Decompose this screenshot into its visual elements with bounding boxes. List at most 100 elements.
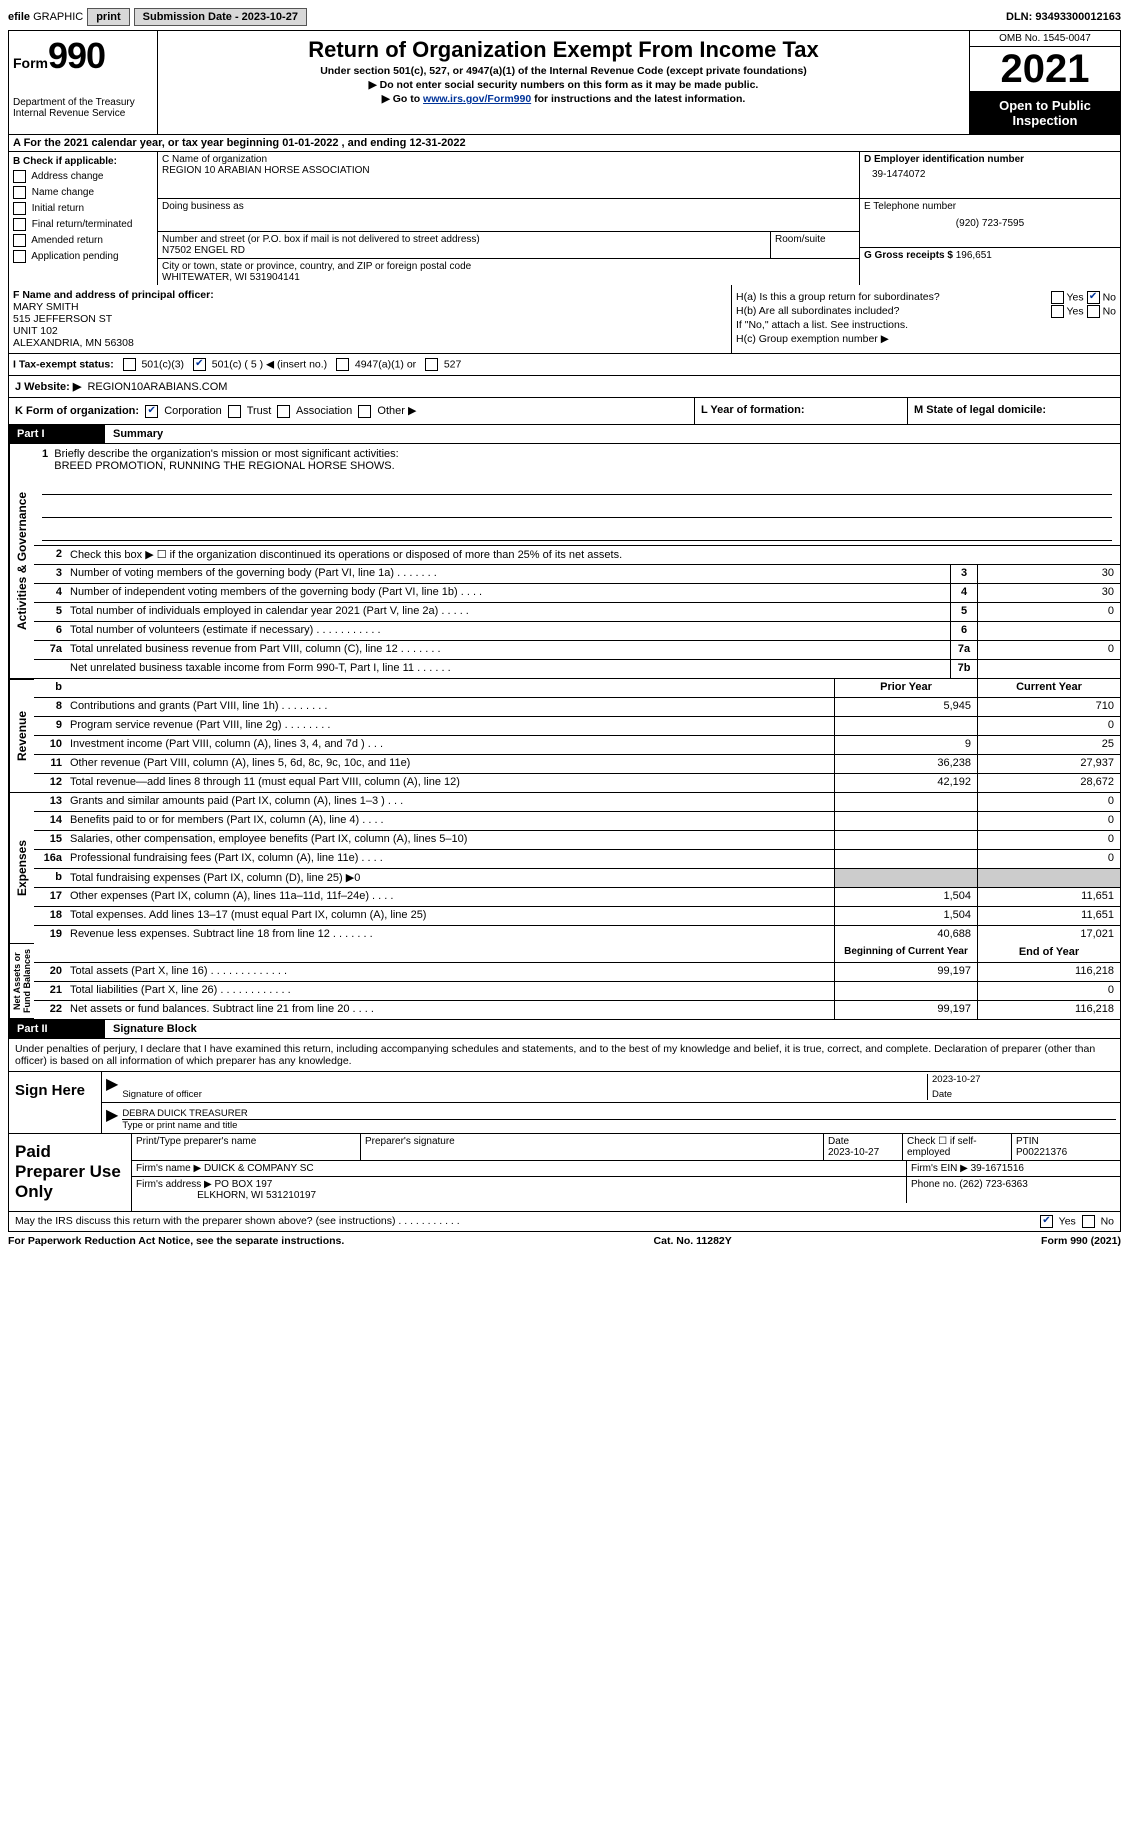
- paid-preparer-section: Paid Preparer Use Only Print/Type prepar…: [9, 1133, 1120, 1211]
- room-suite-label: Room/suite: [771, 232, 859, 258]
- part1-header: Part I Summary: [8, 425, 1121, 444]
- colb-option[interactable]: Initial return: [13, 202, 153, 215]
- sign-here-label: Sign Here: [9, 1072, 102, 1133]
- summary-line: 12Total revenue—add lines 8 through 11 (…: [34, 773, 1120, 792]
- hc-row: H(c) Group exemption number ▶: [736, 333, 1116, 345]
- summary-line: 8Contributions and grants (Part VIII, li…: [34, 697, 1120, 716]
- summary-line: 13Grants and similar amounts paid (Part …: [34, 792, 1120, 811]
- hb-no-checkbox[interactable]: [1087, 305, 1100, 318]
- section-fh: F Name and address of principal officer:…: [8, 285, 1121, 354]
- corp-checkbox[interactable]: [145, 405, 158, 418]
- summary-line: 5Total number of individuals employed in…: [34, 602, 1120, 621]
- summary-line: 18Total expenses. Add lines 13–17 (must …: [34, 906, 1120, 925]
- 501c-checkbox[interactable]: [193, 358, 206, 371]
- ha-no-checkbox[interactable]: [1087, 291, 1100, 304]
- omb-number: OMB No. 1545-0047: [970, 31, 1120, 47]
- section-bcd: B Check if applicable: Address change Na…: [8, 152, 1121, 285]
- summary-line: 21Total liabilities (Part X, line 26) . …: [34, 981, 1120, 1000]
- colb-option[interactable]: Address change: [13, 170, 153, 183]
- hb-note: If "No," attach a list. See instructions…: [736, 319, 1116, 331]
- 4947-checkbox[interactable]: [336, 358, 349, 371]
- hb-yes-checkbox[interactable]: [1051, 305, 1064, 318]
- self-employed-check[interactable]: Check ☐ if self-employed: [903, 1134, 1012, 1160]
- arrow-icon: ▶: [106, 1074, 118, 1100]
- subtitle-2: ▶ Do not enter social security numbers o…: [162, 79, 965, 91]
- colb-option[interactable]: Amended return: [13, 234, 153, 247]
- rev-header-row: Revenue b Prior Year Current Year 8Contr…: [8, 679, 1121, 792]
- rev-tab: Revenue: [9, 679, 34, 792]
- street-label: Number and street (or P.O. box if mail i…: [162, 234, 766, 245]
- officer-label: F Name and address of principal officer:: [13, 289, 214, 301]
- print-button[interactable]: print: [87, 8, 129, 26]
- summary-line: Net unrelated business taxable income fr…: [34, 659, 1120, 678]
- firm-addr1: PO BOX 197: [215, 1179, 273, 1190]
- irs-link[interactable]: www.irs.gov/Form990: [423, 93, 531, 105]
- dln: DLN: 93493300012163: [1006, 11, 1121, 23]
- firm-phone: (262) 723-6363: [959, 1179, 1027, 1190]
- website-value: REGION10ARABIANS.COM: [87, 381, 227, 393]
- ptin-value: P00221376: [1016, 1147, 1067, 1158]
- summary-line: 22Net assets or fund balances. Subtract …: [34, 1000, 1120, 1019]
- officer-name: MARY SMITH: [13, 301, 79, 313]
- net-section: Net Assets or Fund Balances Beginning of…: [8, 944, 1121, 1020]
- assoc-checkbox[interactable]: [277, 405, 290, 418]
- exp-tab: Expenses: [9, 792, 34, 944]
- trust-checkbox[interactable]: [228, 405, 241, 418]
- hb-row: H(b) Are all subordinates included? Yes …: [736, 305, 1116, 317]
- org-name-label: C Name of organization: [162, 154, 855, 165]
- colb-option[interactable]: Name change: [13, 186, 153, 199]
- city-state-zip: WHITEWATER, WI 531904141: [162, 272, 855, 283]
- summary-line: 16aProfessional fundraising fees (Part I…: [34, 849, 1120, 868]
- current-year-header: Current Year: [977, 679, 1120, 697]
- mission-text: BREED PROMOTION, RUNNING THE REGIONAL HO…: [54, 460, 394, 472]
- end-year-header: End of Year: [977, 944, 1120, 962]
- section-i: I Tax-exempt status: 501(c)(3) 501(c) ( …: [8, 354, 1121, 376]
- net-tab: Net Assets or Fund Balances: [9, 944, 34, 1019]
- discuss-no-checkbox[interactable]: [1082, 1215, 1095, 1228]
- open-to-public: Open to Public Inspection: [970, 92, 1120, 134]
- arrow-icon: ▶: [106, 1105, 118, 1131]
- summary-line: 20Total assets (Part X, line 16) . . . .…: [34, 962, 1120, 981]
- form-title: Return of Organization Exempt From Incom…: [162, 37, 965, 63]
- firm-name: DUICK & COMPANY SC: [204, 1163, 314, 1174]
- officer-addr2: UNIT 102: [13, 325, 58, 337]
- prior-year-header: Prior Year: [834, 679, 977, 697]
- top-toolbar: efile GRAPHIC print Submission Date - 20…: [8, 8, 1121, 26]
- summary-line: 15Salaries, other compensation, employee…: [34, 830, 1120, 849]
- telephone-label: E Telephone number: [864, 201, 1116, 212]
- discuss-yes-checkbox[interactable]: [1040, 1215, 1053, 1228]
- officer-signature-field[interactable]: Signature of officer: [122, 1074, 927, 1100]
- firm-addr2: ELKHORN, WI 531210197: [197, 1190, 316, 1201]
- efile-label: efile GRAPHIC: [8, 11, 83, 23]
- section-j: J Website: ▶ REGION10ARABIANS.COM: [8, 376, 1121, 398]
- ha-yes-checkbox[interactable]: [1051, 291, 1064, 304]
- colb-option[interactable]: Application pending: [13, 250, 153, 263]
- org-name: REGION 10 ARABIAN HORSE ASSOCIATION: [162, 165, 855, 176]
- summary-line: 9Program service revenue (Part VIII, lin…: [34, 716, 1120, 735]
- section-klm: K Form of organization: Corporation Trus…: [8, 398, 1121, 425]
- colb-option[interactable]: Final return/terminated: [13, 218, 153, 231]
- perjury-statement: Under penalties of perjury, I declare th…: [9, 1039, 1120, 1071]
- summary-line: 19Revenue less expenses. Subtract line 1…: [34, 925, 1120, 944]
- form-number: Form990: [13, 35, 153, 77]
- page-footer: For Paperwork Reduction Act Notice, see …: [8, 1232, 1121, 1250]
- officer-addr1: 515 JEFFERSON ST: [13, 313, 112, 325]
- irs-discuss-row: May the IRS discuss this return with the…: [8, 1212, 1121, 1232]
- ein-label: D Employer identification number: [864, 154, 1024, 165]
- tax-year: 2021: [970, 47, 1120, 92]
- other-checkbox[interactable]: [358, 405, 371, 418]
- begin-year-header: Beginning of Current Year: [834, 944, 977, 962]
- city-label: City or town, state or province, country…: [162, 261, 855, 272]
- exp-section: Expenses 13Grants and similar amounts pa…: [8, 792, 1121, 944]
- form-header: Form990 Department of the Treasury Inter…: [8, 30, 1121, 134]
- ha-row: H(a) Is this a group return for subordin…: [736, 291, 1116, 303]
- 501c3-checkbox[interactable]: [123, 358, 136, 371]
- gov-tab: Activities & Governance: [9, 444, 34, 678]
- gov-section: Activities & Governance 1 Briefly descri…: [8, 444, 1121, 679]
- summary-line: 14Benefits paid to or for members (Part …: [34, 811, 1120, 830]
- firm-ein: 39-1671516: [971, 1163, 1024, 1174]
- signature-block: Under penalties of perjury, I declare th…: [8, 1039, 1121, 1212]
- mission-label: Briefly describe the organization's miss…: [54, 448, 398, 460]
- street-address: N7502 ENGEL RD: [162, 245, 766, 256]
- 527-checkbox[interactable]: [425, 358, 438, 371]
